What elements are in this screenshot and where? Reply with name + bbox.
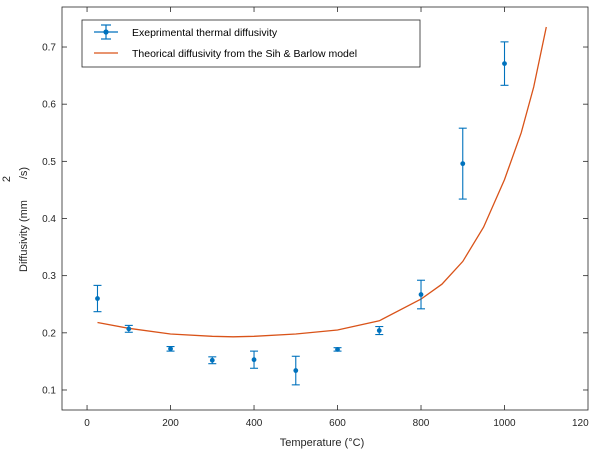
data-point — [335, 347, 340, 352]
data-point-errorbar — [208, 357, 216, 364]
data-point — [210, 358, 215, 363]
y-axis-label-unit: /s) — [18, 167, 30, 179]
data-point-errorbar — [375, 327, 383, 335]
x-tick-label: 1000 — [493, 418, 516, 429]
data-point-errorbar — [93, 285, 101, 311]
y-tick-label: 0.6 — [42, 100, 56, 111]
data-point — [293, 368, 298, 373]
data-point-errorbar — [292, 356, 300, 385]
data-point-errorbar — [167, 346, 175, 351]
data-point — [460, 161, 465, 166]
legend: Exeprimental thermal diffusivity Theoric… — [82, 20, 420, 67]
y-tick-label: 0.2 — [42, 328, 56, 339]
plot-area-border — [62, 7, 588, 410]
y-axis: 0.1 0.2 0.3 0.4 0.5 0.6 0.7 — [42, 43, 588, 397]
x-tick-label: 0 — [84, 418, 90, 429]
data-point — [95, 296, 100, 301]
data-point-errorbar — [459, 128, 467, 199]
x-axis-label: Temperature (°C) — [280, 437, 364, 449]
plot-frame — [62, 7, 588, 410]
y-axis-label-superscript: 2 — [1, 176, 13, 182]
model-curve — [98, 27, 547, 337]
x-tick-label: 600 — [329, 418, 346, 429]
legend-label-model: Theorical diffusivity from the Sih & Bar… — [132, 48, 357, 60]
data-point — [377, 328, 382, 333]
x-axis: 0 200 400 600 800 1000 120 — [84, 7, 589, 429]
y-tick-label: 0.5 — [42, 157, 56, 168]
legend-label-experimental: Exeprimental thermal diffusivity — [132, 27, 278, 39]
data-point — [502, 61, 507, 66]
data-point — [419, 292, 424, 297]
data-point — [168, 346, 173, 351]
x-tick-label: 200 — [162, 418, 179, 429]
data-point — [252, 357, 257, 362]
data-point-errorbar — [250, 351, 258, 368]
y-axis-label: Diffusivity (mm — [18, 200, 30, 272]
data-point-errorbar — [334, 347, 342, 352]
data-point-errorbar — [501, 42, 509, 85]
model-curve-layer — [98, 27, 547, 337]
x-tick-label: 800 — [413, 418, 430, 429]
data-point-errorbar — [417, 280, 425, 309]
y-tick-label: 0.4 — [42, 214, 56, 225]
x-tick-label: 400 — [246, 418, 263, 429]
x-tick-label: 120 — [572, 418, 589, 429]
y-tick-label: 0.3 — [42, 271, 56, 282]
data-point — [126, 326, 131, 331]
y-tick-label: 0.1 — [42, 385, 56, 396]
y-tick-label: 0.7 — [42, 43, 56, 54]
